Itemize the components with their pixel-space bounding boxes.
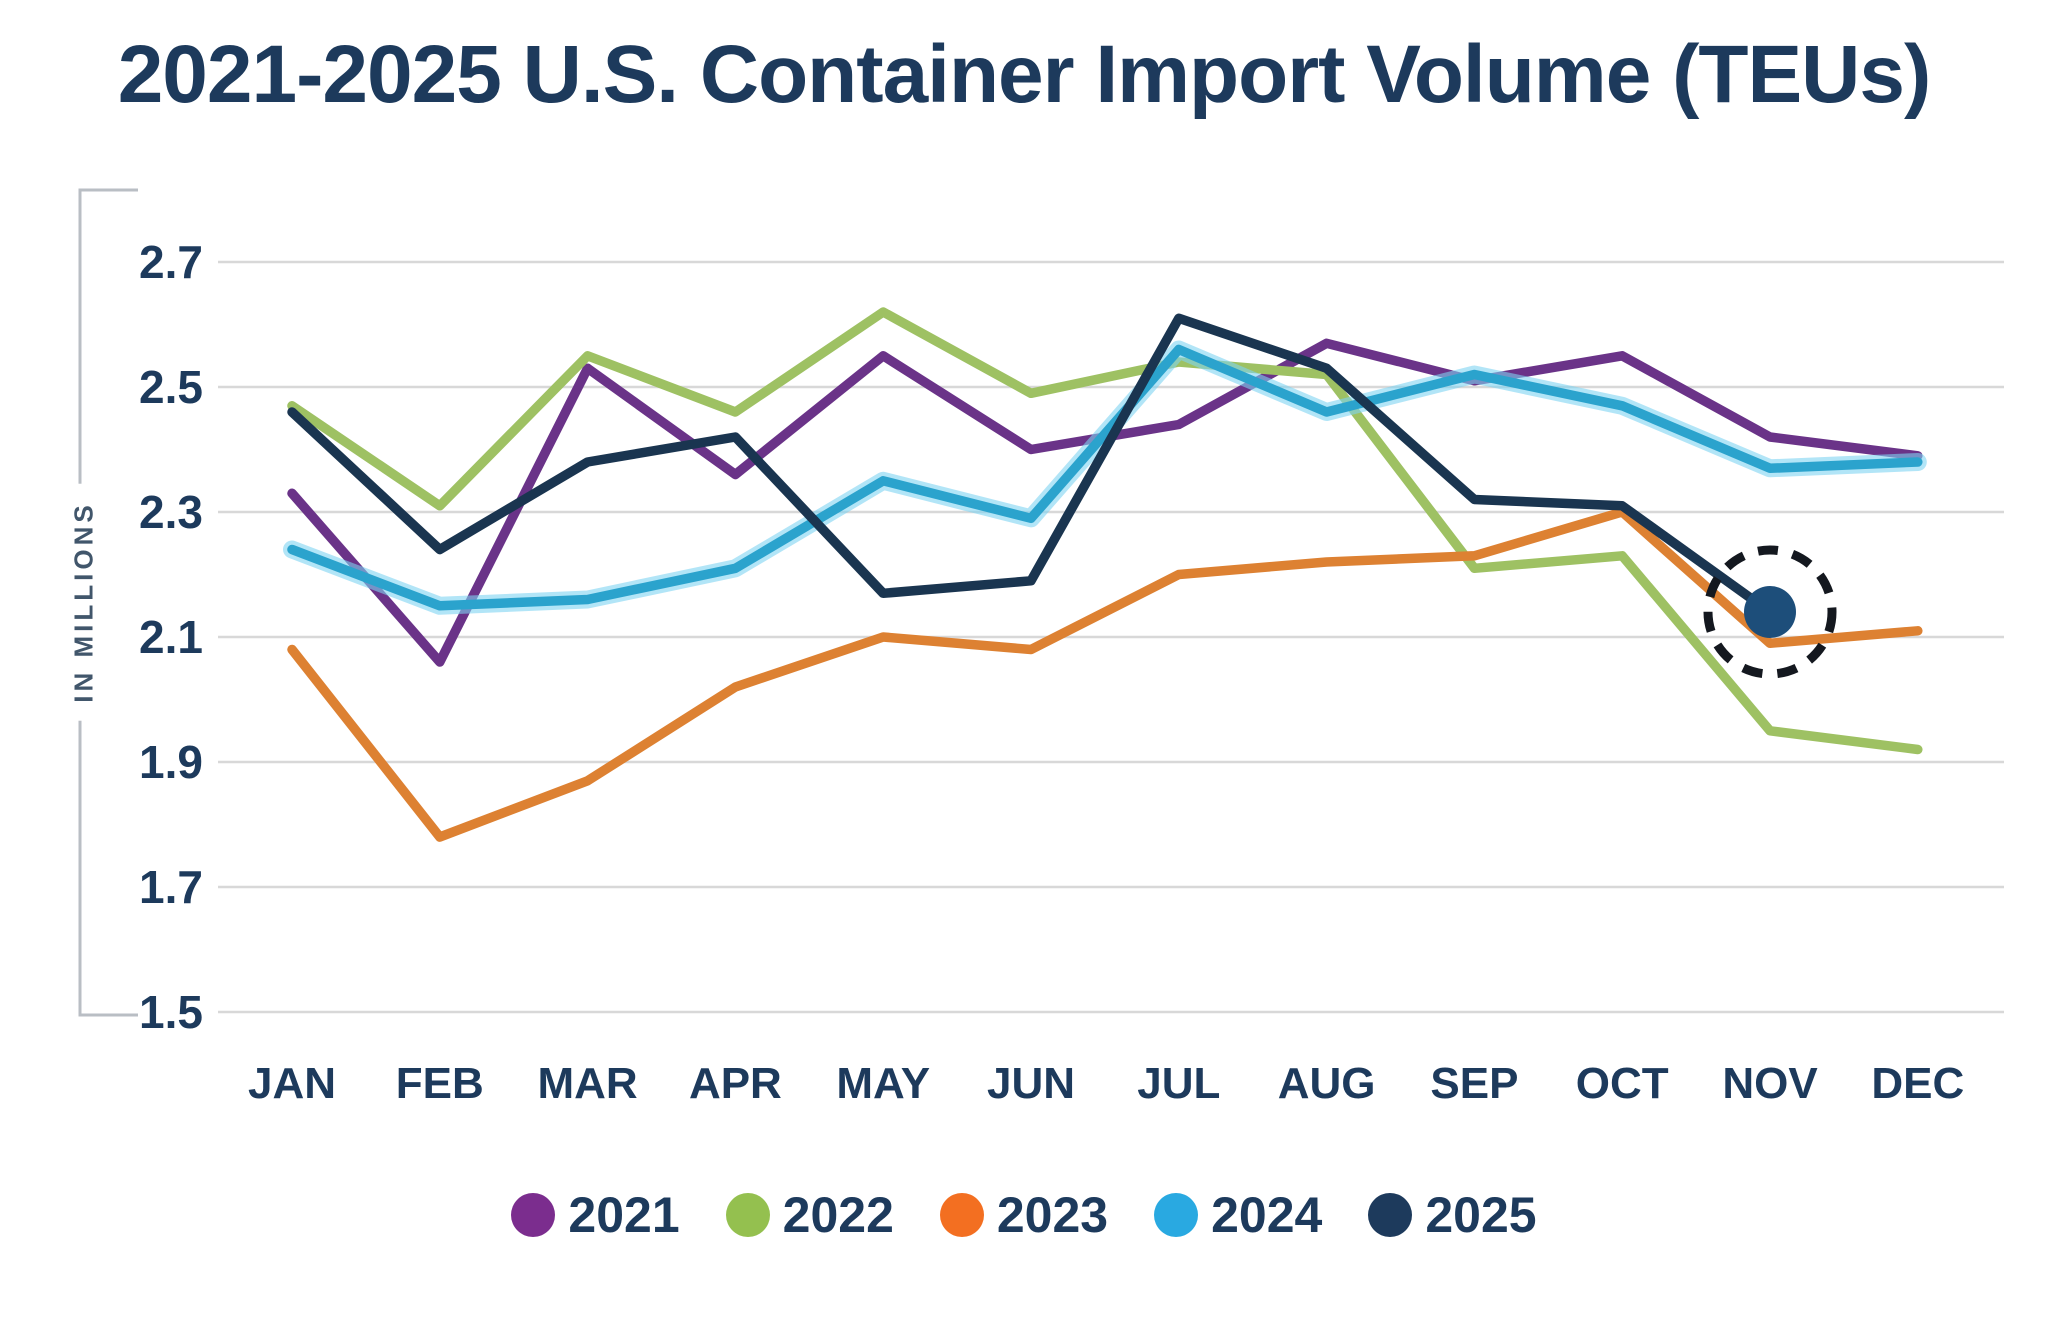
series-line-2025 bbox=[287, 313, 1775, 617]
chart-legend: 2021 2022 2023 2024 2025 bbox=[0, 1186, 2048, 1244]
legend-item-2022: 2022 bbox=[725, 1186, 894, 1244]
legend-dot-2023 bbox=[939, 1193, 984, 1237]
y-axis-label: IN MILLIONS bbox=[60, 483, 108, 721]
x-tick-label-jun: JUN bbox=[987, 1059, 1075, 1108]
x-tick-label-dec: DEC bbox=[1871, 1059, 1964, 1108]
x-tick-label-nov: NOV bbox=[1722, 1059, 1818, 1108]
x-tick-label-sep: SEP bbox=[1430, 1059, 1518, 1108]
legend-item-2025: 2025 bbox=[1368, 1186, 1537, 1244]
legend-label-2024: 2024 bbox=[1211, 1187, 1323, 1243]
legend-item-2024: 2024 bbox=[1154, 1186, 1322, 1244]
x-tick-label-mar: MAR bbox=[537, 1059, 637, 1108]
legend-label-2022: 2022 bbox=[782, 1187, 894, 1243]
y-tick-label-1.5: 1.5 bbox=[139, 986, 203, 1038]
x-tick-label-may: MAY bbox=[836, 1059, 930, 1108]
x-tick-label-apr: APR bbox=[689, 1059, 782, 1108]
y-tick-label-1.7: 1.7 bbox=[139, 861, 203, 913]
legend-dot-2021 bbox=[511, 1193, 556, 1237]
x-tick-label-feb: FEB bbox=[396, 1059, 484, 1108]
legend-label-2021: 2021 bbox=[568, 1187, 680, 1243]
x-tick-label-jul: JUL bbox=[1137, 1059, 1220, 1108]
y-tick-label-2.3: 2.3 bbox=[139, 486, 203, 538]
series-line-2023 bbox=[287, 507, 1923, 842]
chart-title: 2021-2025 U.S. Container Import Volume (… bbox=[117, 29, 1932, 120]
y-tick-label-2.7: 2.7 bbox=[139, 236, 203, 288]
x-tick-label-jan: JAN bbox=[248, 1059, 336, 1108]
highlight-ring bbox=[1703, 545, 1837, 679]
legend-dot-2024 bbox=[1154, 1193, 1199, 1237]
series-line-2022 bbox=[287, 307, 1923, 755]
legend-dot-2022 bbox=[725, 1193, 770, 1237]
x-tick-label-aug: AUG bbox=[1278, 1059, 1376, 1108]
y-tick-label-2.5: 2.5 bbox=[139, 361, 203, 413]
legend-label-2025: 2025 bbox=[1425, 1187, 1537, 1243]
latest-point-marker bbox=[1744, 586, 1796, 638]
x-tick-label-oct: OCT bbox=[1576, 1059, 1669, 1108]
legend-item-2023: 2023 bbox=[939, 1186, 1109, 1244]
series-line-2024 bbox=[287, 344, 1923, 611]
legend-dot-2025 bbox=[1368, 1193, 1413, 1237]
y-tick-label-1.9: 1.9 bbox=[139, 736, 203, 788]
legend-label-2023: 2023 bbox=[996, 1187, 1109, 1243]
legend-item-2021: 2021 bbox=[511, 1186, 680, 1244]
y-tick-label-2.1: 2.1 bbox=[139, 611, 203, 663]
